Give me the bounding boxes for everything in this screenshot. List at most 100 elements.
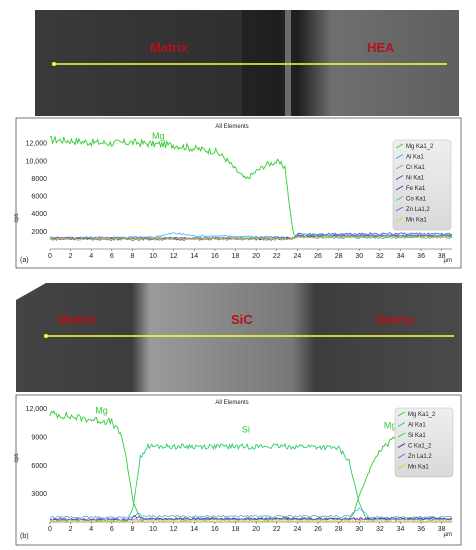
legend-entry: Si Ka1 bbox=[408, 433, 426, 439]
legend-swatch bbox=[395, 206, 404, 212]
x-tick-label: 24 bbox=[293, 253, 301, 260]
legend-entry: C Ka1_2 bbox=[408, 444, 432, 450]
x-tick-label: 18 bbox=[232, 253, 240, 260]
x-tick-label: 8 bbox=[131, 253, 135, 260]
x-tick-label: 34 bbox=[397, 526, 405, 533]
x-tick-label: 36 bbox=[417, 253, 425, 260]
x-tick-label: 26 bbox=[314, 526, 322, 533]
legend-entry: Al Ka1 bbox=[406, 155, 424, 161]
series-al-line bbox=[49, 232, 453, 240]
x-tick-label: 2 bbox=[69, 253, 73, 260]
chart-a-xunit: µm bbox=[444, 258, 452, 264]
x-tick-label: 30 bbox=[355, 526, 363, 533]
x-tick-label: 38 bbox=[438, 526, 446, 533]
x-tick-label: 28 bbox=[335, 526, 343, 533]
legend-swatch bbox=[395, 185, 404, 191]
x-tick-label: 14 bbox=[190, 526, 198, 533]
y-tick-label: 6000 bbox=[31, 463, 47, 470]
sem-label-matrix-a: Matrix bbox=[150, 40, 189, 55]
chart-b-ylabel: cps bbox=[14, 453, 20, 462]
panel-label-a: (a) bbox=[20, 257, 29, 264]
chart-a-ylabel: cps bbox=[14, 213, 20, 222]
y-tick-label: 9000 bbox=[31, 435, 47, 442]
x-tick-label: 34 bbox=[397, 253, 405, 260]
legend-swatch bbox=[397, 432, 406, 438]
legend-entry: Mn Ka1 bbox=[406, 218, 427, 224]
x-tick-label: 4 bbox=[89, 526, 93, 533]
series-al-line bbox=[49, 507, 453, 519]
x-tick-label: 6 bbox=[110, 526, 114, 533]
x-tick-label: 12 bbox=[170, 526, 178, 533]
legend-entry: Mg Ka1_2 bbox=[408, 412, 436, 418]
legend-entry: Al Ka1 bbox=[408, 423, 426, 429]
x-tick-label: 10 bbox=[149, 526, 157, 533]
legend-swatch bbox=[395, 175, 404, 180]
x-tick-label: 12 bbox=[170, 253, 178, 260]
x-tick-label: 22 bbox=[273, 253, 281, 260]
x-tick-label: 22 bbox=[273, 526, 281, 533]
x-tick-label: 16 bbox=[211, 253, 219, 260]
legend-swatch bbox=[395, 217, 404, 222]
legend-swatch bbox=[395, 154, 404, 159]
x-tick-label: 2 bbox=[69, 526, 73, 533]
x-tick-label: 8 bbox=[131, 526, 135, 533]
series-zn-line bbox=[49, 234, 453, 241]
legend-swatch bbox=[397, 464, 406, 469]
legend-box bbox=[394, 407, 454, 478]
x-tick-label: 14 bbox=[190, 253, 198, 260]
x-tick-label: 0 bbox=[48, 253, 52, 260]
chart-a: All Elements cps 0 2 4 6 8 10 12 14 16 18 20 22 24 26… bbox=[14, 117, 462, 269]
legend-swatch bbox=[397, 443, 406, 448]
y-tick-label: 6000 bbox=[31, 194, 47, 201]
annotation-label: Si bbox=[242, 424, 250, 434]
annotation-label: Mg bbox=[152, 131, 165, 141]
legend-swatch bbox=[395, 143, 404, 149]
sem-label-hea: HEA bbox=[367, 40, 395, 55]
x-tick-label: 6 bbox=[110, 253, 114, 260]
legend-swatch bbox=[397, 411, 406, 417]
annotation-label: Mg bbox=[95, 405, 108, 415]
chart-b: All Elements cps 0 2 4 6 8 10 12 14 16 18 20 22 24 26… bbox=[14, 394, 462, 546]
y-tick-label: 12,000 bbox=[26, 406, 48, 413]
chart-b-xunit: µm bbox=[444, 532, 452, 538]
legend-entry: Mg Ka1_2 bbox=[406, 144, 434, 150]
x-tick-label: 26 bbox=[314, 253, 322, 260]
x-tick-label: 10 bbox=[149, 253, 157, 260]
series-mn-line bbox=[49, 235, 453, 241]
legend-box bbox=[392, 139, 452, 231]
sem-label-matrix-b-left: Matrix bbox=[58, 312, 97, 327]
x-tick-label: 32 bbox=[376, 526, 384, 533]
x-tick-label: 32 bbox=[376, 253, 384, 260]
x-tick-label: 16 bbox=[211, 526, 219, 533]
x-tick-label: 4 bbox=[89, 253, 93, 260]
series-zn-line bbox=[49, 517, 453, 521]
series-c-line bbox=[49, 515, 453, 522]
sem-label-sic: SiC bbox=[231, 312, 253, 327]
chart-b-title: All Elements bbox=[215, 400, 248, 406]
y-tick-label: 4000 bbox=[31, 211, 47, 218]
legend-swatch bbox=[397, 453, 406, 459]
sem-image-b: Matrix SiC Matrix bbox=[16, 283, 462, 392]
y-tick-label: 8000 bbox=[31, 176, 47, 183]
chart-a-title: All Elements bbox=[215, 124, 248, 130]
panel-label-b: (b) bbox=[20, 533, 29, 540]
y-tick-label: 2000 bbox=[31, 229, 47, 236]
legend-entry: Mn Ka1 bbox=[408, 465, 429, 471]
x-tick-label: 24 bbox=[293, 526, 301, 533]
x-tick-label: 30 bbox=[355, 253, 363, 260]
legend-entry: Ni Ka1 bbox=[406, 176, 425, 182]
x-tick-label: 0 bbox=[48, 526, 52, 533]
x-tick-label: 28 bbox=[335, 253, 343, 260]
x-tick-label: 20 bbox=[252, 253, 260, 260]
legend-swatch bbox=[397, 422, 406, 427]
x-tick-label: 36 bbox=[417, 526, 425, 533]
sem-image-a: Matrix HEA bbox=[35, 10, 459, 116]
sem-label-matrix-b-right: Matrix bbox=[376, 312, 415, 327]
legend-entry: Zn La1,2 bbox=[408, 454, 432, 460]
series-mn-line bbox=[49, 518, 453, 523]
x-tick-label: 38 bbox=[438, 253, 446, 260]
annotation-label: Mg bbox=[384, 421, 397, 431]
legend-swatch bbox=[395, 196, 404, 201]
legend-entry: Fe Ka1 bbox=[406, 186, 426, 192]
